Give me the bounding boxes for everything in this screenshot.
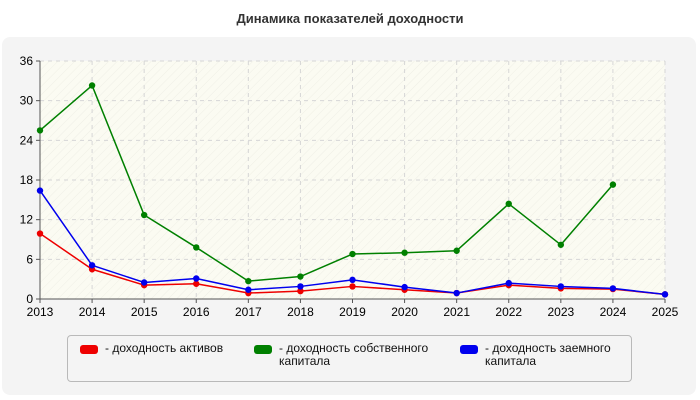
x-tick-label: 2025 [652, 305, 679, 319]
data-point [453, 247, 460, 254]
data-point [245, 277, 252, 285]
data-point [36, 230, 44, 237]
data-point [88, 82, 96, 89]
x-tick-label: 2022 [495, 305, 522, 319]
data-point [36, 127, 44, 134]
series-1 [36, 82, 617, 285]
x-tick-label: 2013 [27, 305, 54, 319]
legend-label-equity: - доходность собственного капитала [279, 341, 429, 368]
x-tick-label: 2020 [391, 305, 418, 319]
data-point [557, 283, 565, 290]
series-line [39, 84, 614, 282]
y-tick-label: 18 [20, 173, 34, 187]
data-point [609, 285, 617, 292]
y-tick-label: 6 [26, 252, 33, 266]
data-point [505, 200, 512, 207]
chart-title: Динамика показателей доходности [236, 11, 464, 26]
legend-swatch-debt [460, 345, 478, 354]
y-tick-label: 36 [20, 54, 34, 68]
data-point [557, 241, 565, 248]
data-point [453, 289, 460, 297]
data-point [245, 286, 252, 293]
x-tick-label: 2017 [235, 305, 262, 319]
x-tick-label: 2015 [131, 305, 158, 319]
chart-legend: - доходность активов - доходность собств… [67, 335, 632, 382]
x-tick-label: 2014 [79, 305, 106, 319]
data-point [349, 283, 356, 290]
data-point [297, 273, 304, 280]
legend-label-assets: - доходность активов [105, 341, 224, 355]
data-point [297, 287, 304, 295]
data-point [88, 262, 96, 269]
data-point [140, 279, 148, 286]
y-tick-label: 30 [20, 94, 34, 108]
y-tick-label: 0 [26, 292, 33, 306]
data-point [193, 244, 200, 251]
data-point [297, 283, 304, 290]
x-tick-label: 2016 [183, 305, 210, 319]
y-tick-label: 12 [20, 213, 34, 227]
data-point [193, 280, 200, 287]
data-point [36, 187, 44, 194]
series-2 [36, 187, 669, 298]
x-tick-label: 2023 [547, 305, 574, 319]
legend-swatch-assets [80, 345, 98, 354]
data-point [661, 291, 669, 298]
x-tick-label: 2024 [600, 305, 627, 319]
x-tick-label: 2021 [443, 305, 470, 319]
data-point [505, 279, 512, 287]
data-point [140, 211, 148, 219]
data-point [349, 250, 356, 258]
y-tick-label: 24 [20, 133, 34, 147]
data-point [401, 249, 408, 256]
data-point [193, 275, 200, 282]
legend-label-debt: - доходность заемного капитала [485, 341, 611, 368]
x-tick-label: 2019 [339, 305, 366, 319]
data-point [401, 283, 408, 291]
legend-swatch-equity [254, 345, 272, 354]
x-tick-label: 2018 [287, 305, 314, 319]
data-point [349, 276, 356, 284]
data-point [609, 181, 617, 188]
